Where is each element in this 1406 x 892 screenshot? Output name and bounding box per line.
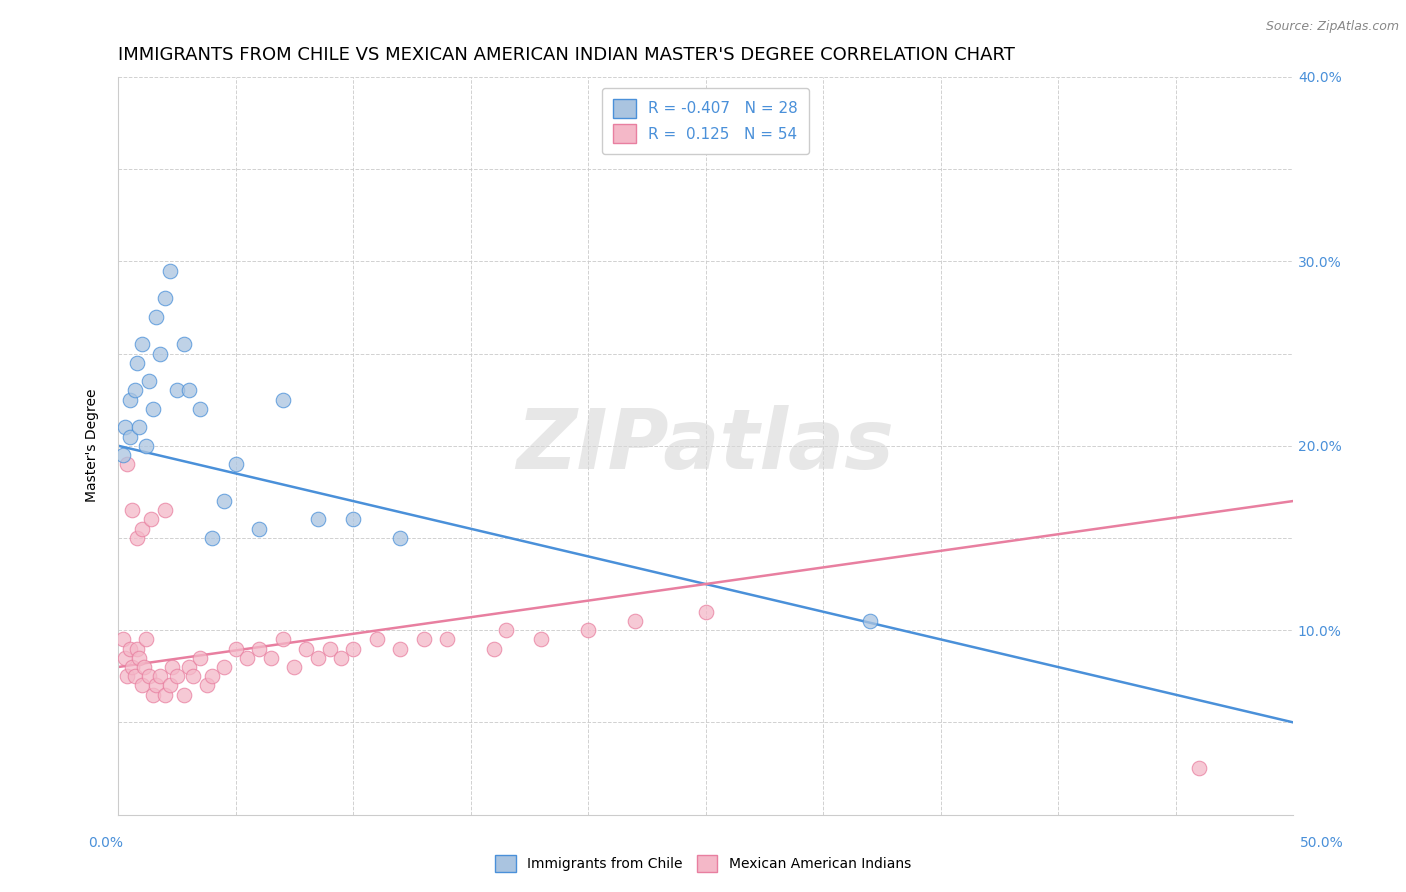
Point xyxy=(121,660,143,674)
Point xyxy=(128,650,150,665)
Point xyxy=(153,291,176,305)
Point xyxy=(212,660,235,674)
Point xyxy=(142,401,165,416)
Point xyxy=(330,650,353,665)
Point xyxy=(125,531,148,545)
Point xyxy=(125,641,148,656)
Point xyxy=(131,678,153,692)
Point xyxy=(177,384,200,398)
Point xyxy=(131,337,153,351)
Point xyxy=(247,522,270,536)
Point xyxy=(412,632,434,647)
Legend: R = -0.407   N = 28, R =  0.125   N = 54: R = -0.407 N = 28, R = 0.125 N = 54 xyxy=(602,88,808,153)
Point xyxy=(135,439,157,453)
Point xyxy=(225,457,247,471)
Point xyxy=(124,384,146,398)
Point xyxy=(159,263,181,277)
Text: IMMIGRANTS FROM CHILE VS MEXICAN AMERICAN INDIAN MASTER'S DEGREE CORRELATION CHA: IMMIGRANTS FROM CHILE VS MEXICAN AMERICA… xyxy=(118,46,1015,64)
Point xyxy=(173,688,195,702)
Point xyxy=(121,503,143,517)
Text: Source: ZipAtlas.com: Source: ZipAtlas.com xyxy=(1265,20,1399,33)
Legend: Immigrants from Chile, Mexican American Indians: Immigrants from Chile, Mexican American … xyxy=(489,850,917,878)
Point xyxy=(212,494,235,508)
Point xyxy=(145,310,167,324)
Point xyxy=(188,401,211,416)
Point xyxy=(436,632,458,647)
Point xyxy=(389,641,412,656)
Point xyxy=(576,623,599,637)
Point xyxy=(114,420,136,434)
Text: 50.0%: 50.0% xyxy=(1299,836,1344,850)
Point xyxy=(153,503,176,517)
Point xyxy=(149,346,172,360)
Y-axis label: Master's Degree: Master's Degree xyxy=(86,389,100,502)
Point xyxy=(271,392,294,407)
Point xyxy=(131,522,153,536)
Point xyxy=(181,669,204,683)
Point xyxy=(1188,761,1211,775)
Point xyxy=(125,356,148,370)
Point xyxy=(225,641,247,656)
Point xyxy=(482,641,505,656)
Point xyxy=(342,641,364,656)
Point xyxy=(177,660,200,674)
Point xyxy=(195,678,218,692)
Point xyxy=(201,669,224,683)
Point xyxy=(695,605,717,619)
Point xyxy=(260,650,283,665)
Point xyxy=(135,632,157,647)
Point xyxy=(530,632,553,647)
Point xyxy=(201,531,224,545)
Point xyxy=(139,512,162,526)
Point xyxy=(111,448,134,462)
Point xyxy=(173,337,195,351)
Point xyxy=(145,678,167,692)
Point xyxy=(389,531,412,545)
Point xyxy=(366,632,388,647)
Point xyxy=(307,512,329,526)
Point xyxy=(342,512,364,526)
Point xyxy=(138,669,160,683)
Point xyxy=(307,650,329,665)
Point xyxy=(166,669,188,683)
Point xyxy=(117,669,139,683)
Point xyxy=(138,374,160,388)
Point xyxy=(295,641,318,656)
Text: ZIPatlas: ZIPatlas xyxy=(516,405,894,486)
Point xyxy=(149,669,172,683)
Point xyxy=(318,641,340,656)
Point xyxy=(118,429,141,443)
Point xyxy=(124,669,146,683)
Point xyxy=(247,641,270,656)
Point xyxy=(271,632,294,647)
Point xyxy=(118,641,141,656)
Point xyxy=(188,650,211,665)
Point xyxy=(159,678,181,692)
Text: 0.0%: 0.0% xyxy=(89,836,122,850)
Point xyxy=(117,457,139,471)
Point xyxy=(160,660,183,674)
Point xyxy=(283,660,305,674)
Point xyxy=(114,650,136,665)
Point xyxy=(624,614,647,628)
Point xyxy=(495,623,517,637)
Point xyxy=(859,614,882,628)
Point xyxy=(153,688,176,702)
Point xyxy=(111,632,134,647)
Point xyxy=(142,688,165,702)
Point xyxy=(118,392,141,407)
Point xyxy=(132,660,155,674)
Point xyxy=(236,650,259,665)
Point xyxy=(166,384,188,398)
Point xyxy=(128,420,150,434)
